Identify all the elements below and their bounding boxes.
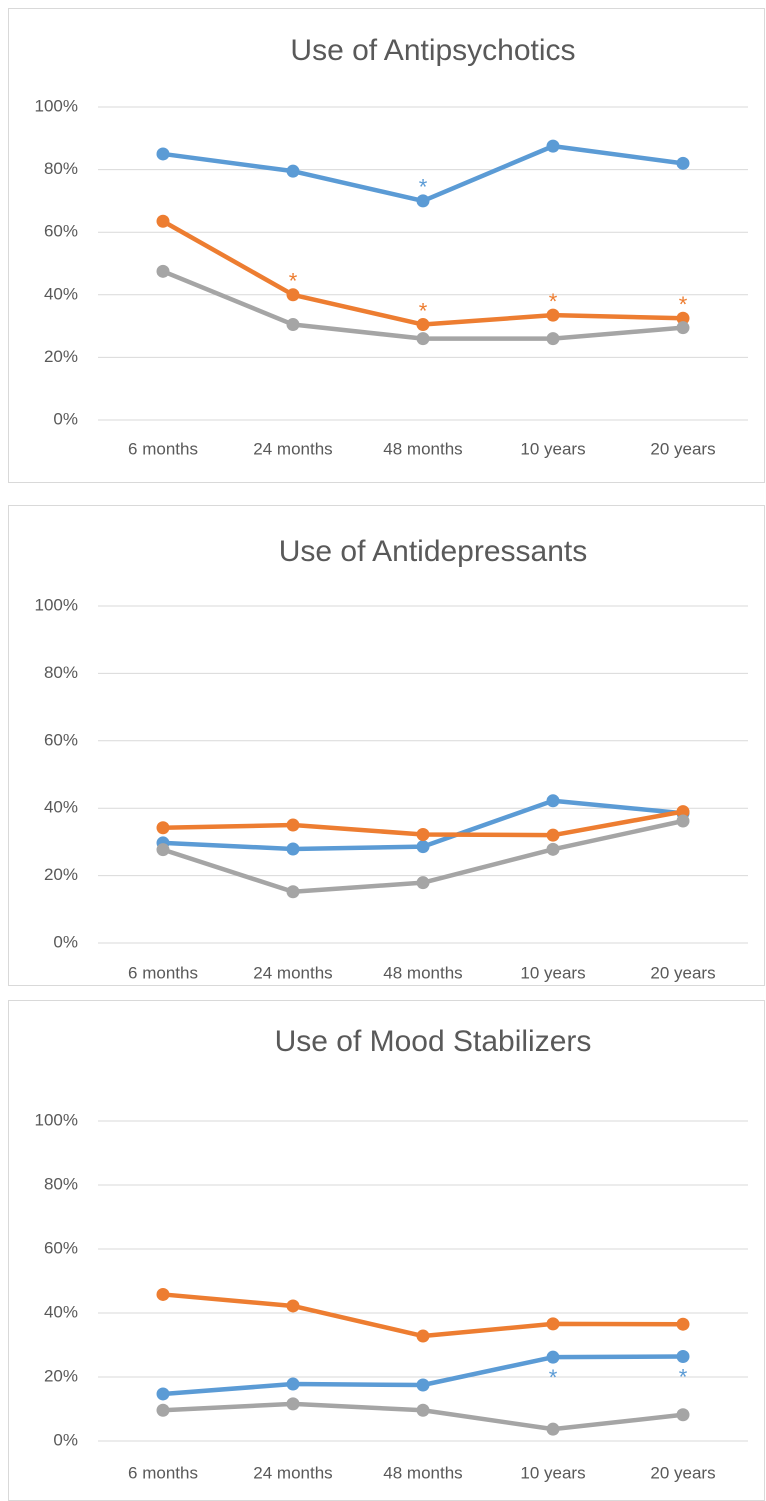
chart-frame (8, 1000, 765, 1501)
y-tick-label: 0% (53, 932, 78, 951)
y-tick-label: 80% (44, 1174, 78, 1193)
y-tick-label: 40% (44, 1302, 78, 1321)
y-tick-label: 60% (44, 730, 78, 749)
annotation: * (549, 1365, 558, 1390)
x-tick-label: 24 months (253, 1463, 332, 1482)
chart-title: Use of Antipsychotics (290, 34, 575, 67)
data-point (416, 827, 430, 841)
data-point (546, 1422, 560, 1436)
y-tick-label: 100% (35, 595, 78, 614)
y-tick-label: 0% (53, 409, 78, 428)
data-point (156, 214, 170, 228)
x-tick-label: 20 years (650, 439, 715, 458)
x-tick-label: 20 years (650, 963, 715, 982)
y-tick-label: 40% (44, 284, 78, 303)
annotation: * (549, 289, 558, 314)
data-point (546, 828, 560, 842)
y-tick-label: 80% (44, 159, 78, 178)
annotation: * (679, 1364, 688, 1389)
data-point (416, 1403, 430, 1417)
data-point (546, 308, 560, 322)
data-point (676, 805, 690, 819)
x-tick-label: 6 months (128, 439, 198, 458)
chart-title: Use of Antidepressants (279, 535, 588, 568)
data-point (286, 842, 300, 856)
x-tick-label: 20 years (650, 1463, 715, 1482)
data-point (286, 1377, 300, 1391)
data-point (546, 332, 560, 346)
data-point (416, 1329, 430, 1343)
data-point (286, 1299, 300, 1313)
x-tick-label: 48 months (383, 439, 462, 458)
data-point (286, 318, 300, 332)
x-tick-label: 48 months (383, 963, 462, 982)
data-point (416, 840, 430, 854)
data-point (546, 1350, 560, 1364)
data-point (676, 1350, 690, 1364)
data-point (156, 147, 170, 161)
x-tick-label: 24 months (253, 439, 332, 458)
y-tick-label: 20% (44, 1366, 78, 1385)
x-tick-label: 6 months (128, 963, 198, 982)
chart-title: Use of Mood Stabilizers (275, 1025, 592, 1058)
x-tick-label: 10 years (520, 1463, 585, 1482)
annotation: * (419, 298, 428, 323)
x-tick-label: 24 months (253, 963, 332, 982)
y-tick-label: 60% (44, 1238, 78, 1257)
annotation: * (289, 269, 298, 294)
y-tick-label: 60% (44, 222, 78, 241)
y-tick-label: 100% (35, 96, 78, 115)
y-tick-label: 40% (44, 798, 78, 817)
chart-frame (8, 505, 765, 986)
annotation: * (679, 292, 688, 317)
data-point (546, 139, 560, 153)
data-point (416, 1378, 430, 1392)
data-point (156, 821, 170, 835)
data-point (676, 1408, 690, 1422)
data-point (416, 318, 430, 332)
y-tick-label: 20% (44, 865, 78, 884)
data-point (156, 1287, 170, 1301)
data-point (156, 1387, 170, 1401)
x-tick-label: 10 years (520, 439, 585, 458)
data-point (286, 885, 300, 899)
data-point (156, 843, 170, 857)
data-point (286, 1397, 300, 1411)
data-point (676, 1317, 690, 1331)
data-point (676, 156, 690, 170)
data-point (676, 814, 690, 828)
data-point (676, 311, 690, 325)
data-point (156, 264, 170, 278)
data-point (286, 818, 300, 832)
y-tick-label: 80% (44, 663, 78, 682)
chart-frame (8, 8, 765, 483)
data-point (416, 332, 430, 346)
data-point (546, 1317, 560, 1331)
data-point (416, 194, 430, 208)
y-tick-label: 0% (53, 1430, 78, 1449)
data-point (286, 164, 300, 178)
data-point (286, 288, 300, 302)
y-tick-label: 100% (35, 1110, 78, 1129)
x-tick-label: 48 months (383, 1463, 462, 1482)
y-tick-label: 20% (44, 347, 78, 366)
data-point (546, 794, 560, 808)
x-tick-label: 6 months (128, 1463, 198, 1482)
x-tick-label: 10 years (520, 963, 585, 982)
data-point (156, 1403, 170, 1417)
data-point (416, 876, 430, 890)
data-point (676, 321, 690, 335)
annotation: * (419, 175, 428, 200)
data-point (546, 842, 560, 856)
